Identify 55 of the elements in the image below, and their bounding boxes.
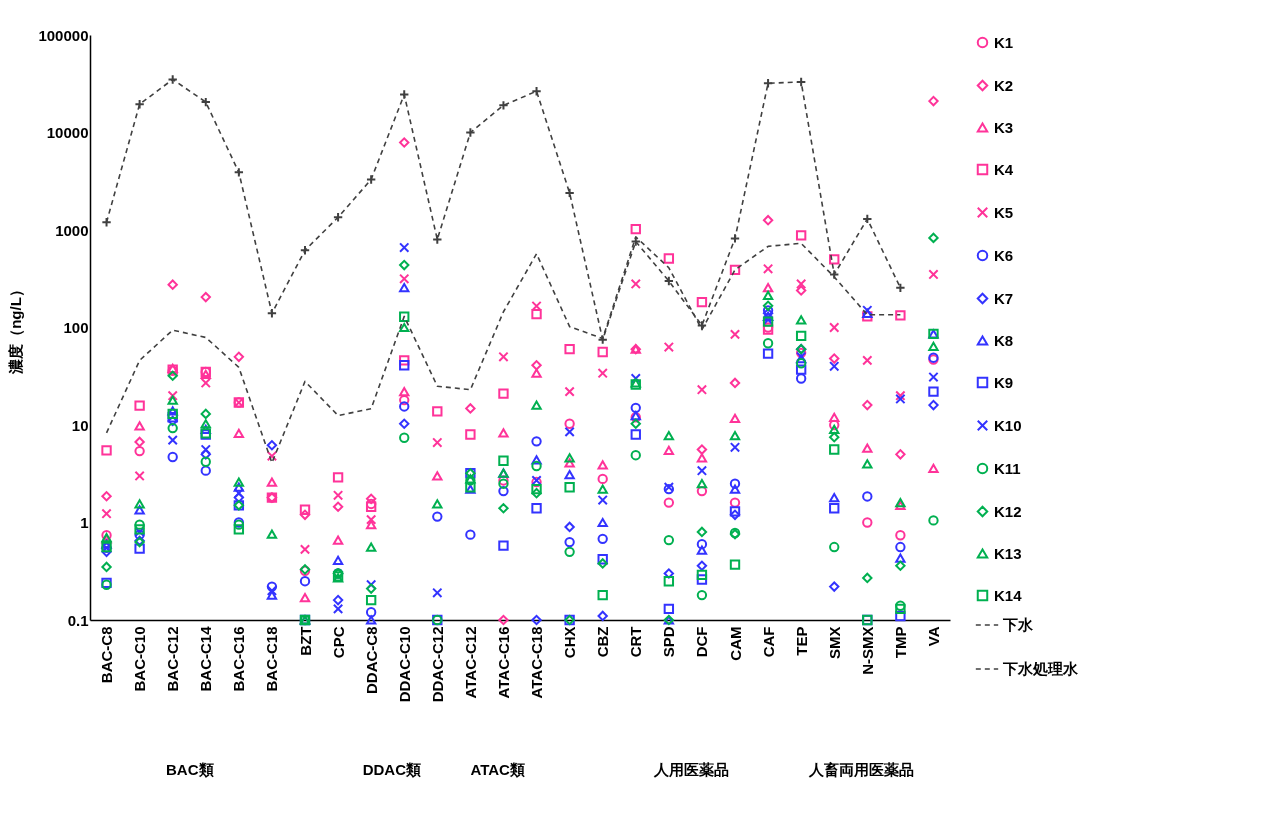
x-tick-label: BZT: [296, 626, 314, 656]
x-tick-label: BAC-C14: [197, 625, 215, 692]
text: ATAC類: [470, 761, 525, 778]
x-tick-label: BAC-C8: [98, 626, 116, 684]
legend-label: K5: [994, 203, 1014, 221]
x-tick-label: BAC-C18: [263, 626, 281, 692]
legend-label: K8: [994, 331, 1014, 349]
text: BAC類: [166, 761, 214, 778]
x-tick-label: SPD: [660, 626, 678, 658]
x-tick-label: BAC-C16: [230, 626, 248, 692]
y-tick-label: 1: [80, 514, 89, 531]
legend-label: K9: [994, 373, 1014, 391]
legend-label: 下水: [1002, 616, 1034, 633]
x-tick-label: DDAC-C8: [362, 626, 380, 694]
x-tick-label: VA: [924, 626, 942, 647]
x-tick-label: CBZ: [594, 626, 612, 658]
legend-label: K6: [994, 246, 1014, 264]
x-tick-label: DCF: [693, 626, 711, 658]
x-tick-label: CRT: [627, 626, 645, 658]
y-axis-title: 濃度（ng/L）: [7, 282, 25, 375]
legend-label: K7: [994, 289, 1014, 307]
x-tick-label: TEP: [792, 626, 810, 656]
y-tick-label: 10: [71, 416, 89, 434]
legend-label: K14: [994, 586, 1023, 604]
x-tick-label: BAC-C12: [164, 626, 182, 692]
legend-label: K2: [994, 76, 1014, 94]
legend-label: K13: [994, 544, 1022, 562]
y-tick-label: 100000: [38, 26, 89, 44]
text: DDAC類: [362, 761, 422, 778]
x-tick-label: SMX: [825, 626, 843, 660]
y-tick-label: 0.1: [67, 611, 89, 629]
legend-label: K3: [994, 118, 1014, 136]
x-tick-label: TMP: [891, 626, 909, 659]
x-tick-label: CAF: [759, 626, 777, 658]
x-tick-label: CPC: [329, 626, 347, 659]
x-tick-label: ATAC-C18: [528, 626, 546, 699]
x-tick-label: CHX: [561, 626, 579, 659]
x-tick-label: BAC-C10: [131, 626, 149, 692]
legend-label: K12: [994, 502, 1022, 520]
y-tick-label: 10000: [46, 124, 89, 141]
legend-label: K4: [994, 160, 1014, 178]
x-tick-label: DDAC-C12: [428, 626, 446, 703]
x-tick-label: N-SMX: [858, 626, 876, 675]
x-tick-label: DDAC-C10: [395, 626, 413, 703]
y-tick-label: 100: [63, 319, 89, 336]
legend-label: K10: [994, 416, 1022, 434]
legend-label: 下水処理水: [1002, 660, 1079, 677]
x-tick-label: ATAC-C12: [461, 626, 479, 699]
legend-label: K11: [994, 459, 1021, 477]
x-tick-label: ATAC-C16: [494, 626, 512, 699]
x-tick-label: CAM: [726, 626, 744, 661]
text: 人用医薬品: [652, 761, 729, 778]
legend-label: K1: [994, 33, 1014, 51]
text: 人畜両用医薬品: [807, 761, 914, 778]
y-tick-label: 1000: [55, 221, 89, 239]
